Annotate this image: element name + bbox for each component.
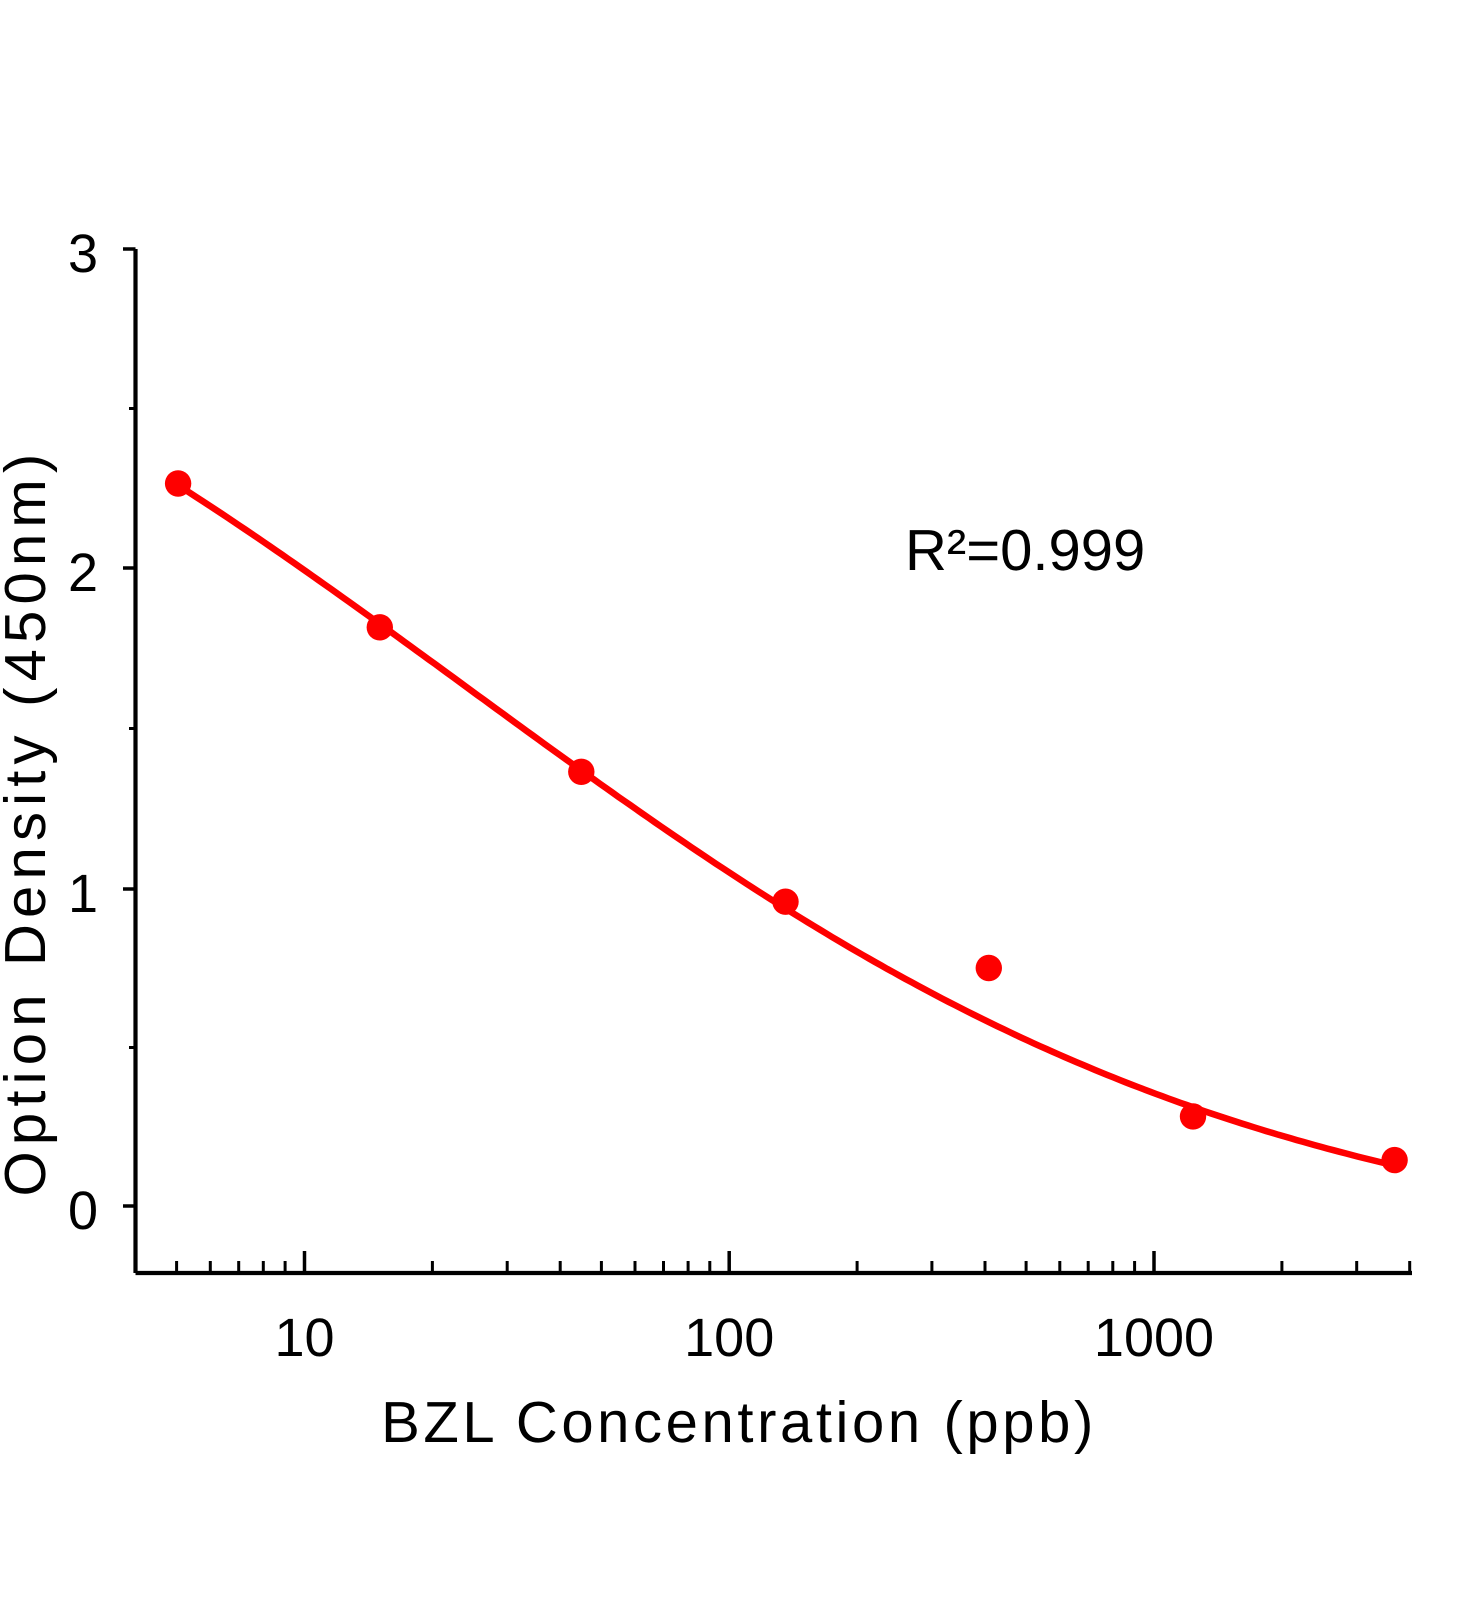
svg-text:Option Density (450nm): Option Density (450nm) <box>0 448 58 1197</box>
svg-text:1: 1 <box>68 864 98 924</box>
svg-text:0: 0 <box>68 1181 98 1241</box>
svg-text:100: 100 <box>684 1308 774 1368</box>
svg-text:1000: 1000 <box>1094 1308 1214 1368</box>
svg-text:10: 10 <box>274 1308 334 1368</box>
svg-text:R²=0.999: R²=0.999 <box>905 518 1145 583</box>
svg-text:3: 3 <box>68 224 98 284</box>
svg-text:BZL Concentration (ppb): BZL Concentration (ppb) <box>381 1390 1097 1455</box>
svg-text:2: 2 <box>68 543 98 603</box>
